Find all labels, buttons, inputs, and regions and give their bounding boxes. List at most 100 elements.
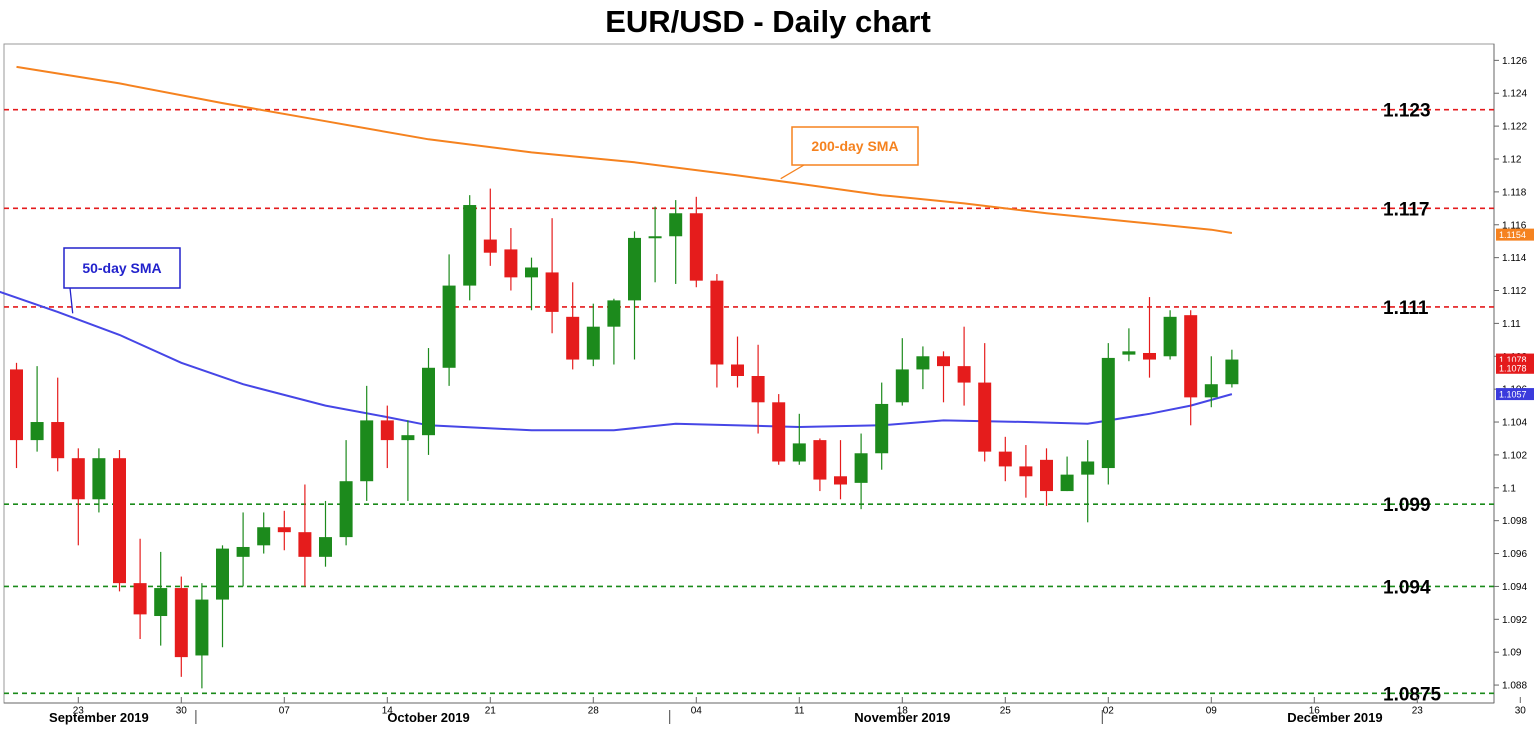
candle-body	[319, 537, 332, 557]
candle-body	[834, 476, 847, 485]
candle	[1122, 328, 1136, 362]
candle	[607, 298, 621, 365]
candle-body	[586, 326, 600, 360]
y-tick-label: 1.112	[1502, 286, 1527, 297]
candle-body	[195, 599, 209, 656]
candle	[10, 362, 23, 469]
sma50-annotation-box	[63, 247, 181, 289]
x-month-label: November 2019	[854, 710, 950, 725]
candle	[174, 576, 188, 677]
candle	[1019, 445, 1033, 498]
y-tick-label: 1.102	[1502, 450, 1527, 461]
candle	[772, 394, 786, 465]
candle-body	[401, 435, 415, 441]
candle-body	[92, 458, 106, 500]
candle-body	[463, 205, 477, 286]
candle-body	[813, 440, 827, 480]
x-day-label: 04	[691, 705, 703, 716]
candle-body	[422, 367, 435, 436]
x-day-label: 21	[485, 705, 497, 716]
candle-body	[133, 583, 147, 615]
candle-body	[1101, 357, 1115, 469]
candle	[30, 366, 44, 452]
candle-body	[113, 458, 126, 584]
candle	[689, 196, 703, 288]
candle-body	[1019, 466, 1033, 477]
candle	[957, 326, 971, 406]
candle-body	[1122, 351, 1136, 355]
candle-body	[916, 356, 930, 370]
price-tag-label: 1.1154	[1499, 230, 1526, 240]
candle-body	[895, 369, 909, 403]
candle-body	[772, 402, 786, 462]
candle	[1143, 297, 1156, 378]
candle	[895, 338, 909, 406]
y-tick-label: 1.104	[1502, 418, 1527, 429]
candle	[648, 206, 662, 283]
candle-body	[566, 316, 580, 360]
candle-body	[792, 443, 806, 462]
candle-body	[236, 546, 250, 557]
x-day-label: 18	[897, 705, 909, 716]
candle-body	[1143, 352, 1156, 360]
y-tick-label: 1.12	[1502, 155, 1522, 166]
candle	[710, 274, 724, 388]
x-day-label: 30	[176, 705, 188, 716]
y-tick-label: 1.094	[1502, 582, 1527, 593]
candle	[545, 218, 559, 334]
level-label: 1.099	[1383, 495, 1431, 516]
candle-body	[525, 267, 538, 278]
candle	[628, 231, 641, 360]
candle	[257, 512, 271, 554]
sma50-line	[0, 290, 1233, 432]
price-tag-label: 1.1078	[1499, 355, 1527, 365]
candle-body	[751, 376, 765, 403]
x-day-label: 02	[1103, 705, 1115, 716]
candle-body	[937, 356, 950, 367]
candle	[978, 343, 992, 462]
x-day-label: 23	[1412, 705, 1424, 716]
candle	[51, 377, 65, 472]
candle-body	[380, 420, 394, 441]
candle-body	[1184, 315, 1198, 398]
candle	[525, 257, 538, 311]
candle-body	[1081, 461, 1095, 475]
candle	[277, 510, 291, 551]
sma200-annotation-label: 200-day SMA	[811, 138, 898, 154]
candle-body	[978, 382, 992, 452]
candle-body	[216, 548, 229, 600]
candle	[236, 512, 250, 587]
level-lines: 1.123 1.117 1.111 1.099 1.094 1.0875	[4, 101, 1494, 705]
candle	[1101, 343, 1115, 485]
candle	[834, 440, 847, 500]
x-day-label: 14	[382, 705, 394, 716]
y-tick-label: 1.114	[1502, 253, 1527, 264]
x-axis: 23 30 07 14 21 28 04 11 18 25 02 09 16 23 30 September …	[49, 697, 1526, 725]
candle	[751, 344, 765, 434]
candle-body	[51, 422, 65, 459]
sma200-annotation-box	[791, 126, 919, 166]
y-tick-label: 1.116	[1502, 220, 1527, 231]
candle	[1184, 310, 1198, 426]
y-tick-label: 1.126	[1502, 56, 1527, 67]
candle-body	[689, 213, 703, 281]
candle-body	[1163, 316, 1177, 357]
y-tick-label: 1.11	[1502, 319, 1521, 330]
candle-body	[483, 239, 497, 253]
candle-body	[648, 236, 662, 239]
chart-title: EUR/USD - Daily chart	[605, 4, 931, 39]
candle-body	[607, 300, 621, 327]
candle	[401, 420, 415, 501]
y-tick-label: 1.096	[1502, 549, 1527, 560]
candle	[298, 484, 312, 587]
candle	[195, 583, 209, 689]
candle-body	[174, 588, 188, 658]
level-label: 1.117	[1383, 199, 1430, 220]
x-month-label: October 2019	[387, 710, 469, 725]
candle-body	[257, 527, 271, 546]
x-day-label: 30	[1515, 705, 1527, 716]
candle-body	[1040, 459, 1053, 492]
candle	[319, 500, 332, 567]
sma200-line	[16, 65, 1233, 234]
